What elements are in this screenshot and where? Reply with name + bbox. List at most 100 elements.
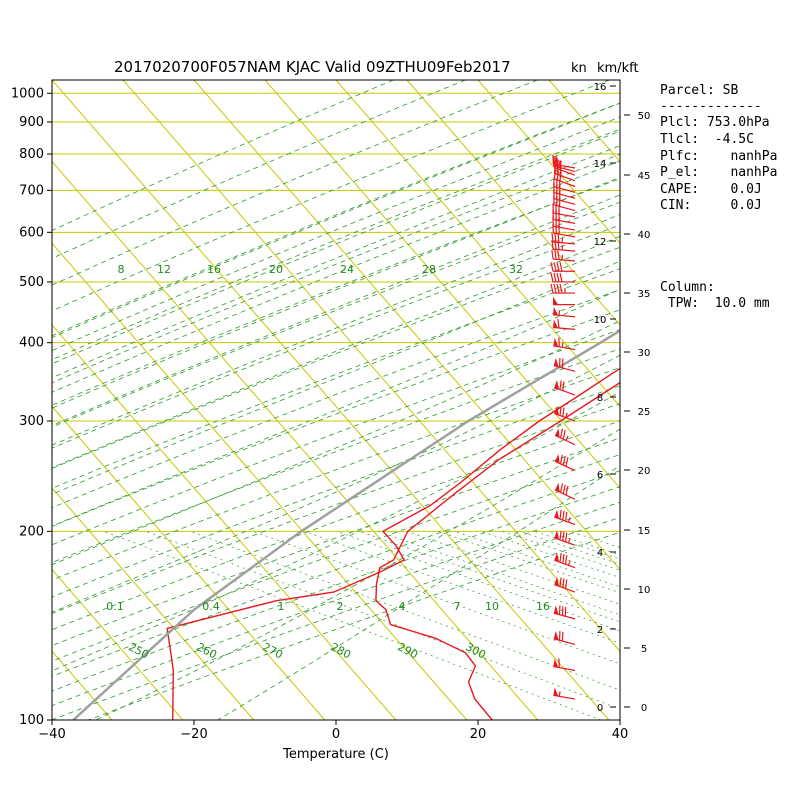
wind-barb [553, 658, 576, 671]
x-tick-label: 40 [612, 727, 629, 742]
dry-adiabat-line [52, 246, 620, 469]
x-axis-label: Temperature (C) [282, 747, 389, 762]
isotherm-line [52, 405, 326, 720]
mixing-ratio-label: 20 [269, 263, 283, 276]
wind-barb [554, 379, 576, 396]
wind-barb [554, 577, 576, 593]
km-tick-label: 16 [594, 82, 607, 93]
dry-adiabat-line [52, 80, 466, 259]
dry-adiabat-line [52, 329, 620, 546]
moist-adiabat-line [52, 235, 620, 469]
y-tick-label: 300 [19, 414, 44, 429]
isotherm-line [52, 324, 397, 720]
mixing-ratio-line [336, 531, 620, 632]
dry-adiabat-line [52, 501, 620, 707]
dry-adiabat-line [52, 268, 620, 489]
mixing-ratio-line [189, 531, 620, 691]
moist-adiabat-line [52, 354, 620, 613]
dry-adiabat-line [52, 437, 620, 647]
dry-adiabat-line [52, 367, 620, 581]
x-tick-label: −40 [38, 727, 65, 742]
isotherm-line [52, 242, 468, 720]
wind-barb [553, 195, 576, 212]
wind-barb [551, 232, 576, 245]
dry-adiabat-line [52, 403, 620, 614]
mixing-ratio-line [437, 531, 620, 594]
wind-barb [554, 428, 576, 446]
parcel-profile-line [72, 329, 620, 720]
wind-barb [553, 337, 576, 351]
x-tick-label: −20 [180, 727, 207, 742]
km-tick-label: 12 [594, 237, 607, 248]
isotherm-line [264, 80, 620, 489]
wind-barb [554, 530, 576, 546]
mixing-ratio-line [359, 531, 620, 623]
dry-adiabat-line [52, 420, 620, 631]
isotherm-line [52, 650, 113, 720]
y-tick-label: 900 [19, 115, 44, 130]
dry-adiabat-line [52, 309, 620, 527]
mixing-ratio-line [252, 531, 620, 665]
dry-adiabat-line [52, 178, 620, 406]
dry-adiabat-line [52, 289, 620, 509]
wind-barb [552, 223, 576, 238]
kft-tick-label: 15 [638, 526, 651, 537]
wind-barb [551, 249, 576, 262]
mixing-ratio-line [104, 531, 602, 720]
km-tick-label: 10 [594, 315, 607, 326]
kft-tick-label: 0 [641, 703, 647, 714]
km-tick-label: 14 [594, 159, 607, 170]
kft-tick-label: 5 [641, 644, 647, 655]
isotherm-line [335, 80, 620, 408]
mixing-ratio-line [304, 531, 620, 644]
wind-barb [553, 687, 576, 700]
parcel-cape: CAPE: 0.0J [660, 182, 762, 197]
moist-adiabat-line [52, 260, 620, 495]
moist-adiabat-line [52, 320, 620, 566]
dry-adiabat-line [52, 470, 620, 677]
wind-barb [550, 283, 575, 294]
moist-adiabat-line [52, 102, 620, 338]
mixing-ratio-line [145, 531, 620, 710]
dry-adiabat-label: 280 [328, 640, 353, 661]
wind-units-label: kn [571, 61, 587, 76]
kft-tick-label: 50 [638, 111, 651, 122]
moist-adiabat-line [52, 288, 620, 527]
y-tick-label: 400 [19, 336, 44, 351]
mixing-ratio-label: 12 [157, 263, 171, 276]
mixing-ratio-label: 32 [509, 263, 523, 276]
km-tick-label: 6 [597, 470, 603, 481]
mixing-ratio-line [406, 531, 620, 605]
mixing-ratio-label: 7 [454, 600, 461, 613]
moist-adiabat-line [52, 160, 620, 393]
wind-barb [551, 239, 576, 252]
wind-barb [554, 509, 576, 526]
wind-barb [553, 631, 576, 646]
mixing-ratio-label: 16 [207, 263, 221, 276]
moist-adiabat-line [52, 391, 620, 672]
isotherm-line [691, 80, 800, 720]
y-tick-label: 1000 [11, 86, 44, 101]
kft-tick-label: 30 [638, 348, 651, 359]
wind-barb [554, 405, 576, 422]
mixing-ratio-label: 4 [399, 600, 406, 613]
dry-adiabat-line [52, 385, 620, 598]
dry-adiabat-line [52, 102, 620, 337]
dry-adiabat-label: 290 [395, 640, 420, 661]
wind-barb [550, 272, 575, 283]
chart-title: 2017020700F057NAM KJAC Valid 09ZTHU09Feb… [114, 58, 511, 76]
mixing-ratio-label: 10 [485, 600, 499, 613]
wind-barb [553, 156, 576, 173]
dry-adiabat-line [52, 80, 394, 231]
parcel-tlcl: Tlcl: -4.5C [660, 132, 754, 147]
moist-adiabat-line [52, 194, 620, 426]
wind-barb [553, 296, 575, 306]
mixing-ratio-label: 1 [278, 600, 285, 613]
wind-barb [554, 482, 576, 500]
mixing-ratio-line [519, 531, 620, 565]
mixing-ratio-line [480, 531, 620, 578]
mixing-ratio-line [534, 531, 620, 560]
y-tick-label: 500 [19, 275, 44, 290]
moist-adiabat-line [52, 176, 620, 409]
